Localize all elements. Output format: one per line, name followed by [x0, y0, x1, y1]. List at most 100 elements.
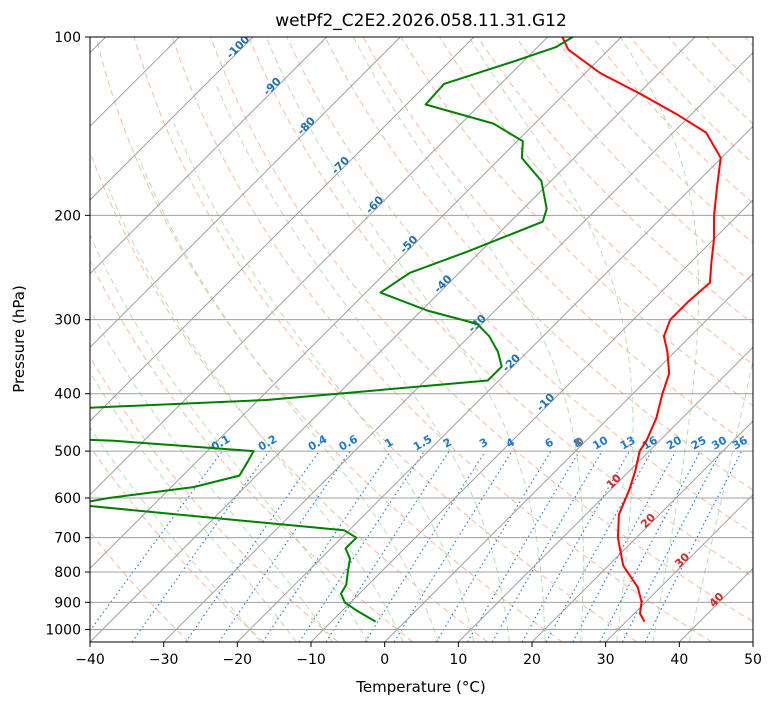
mixing-ratio-label: 13	[618, 434, 638, 453]
moist-adiabat-line	[107, 188, 404, 642]
chart-title: wetPf2_C2E2.2026.058.11.31.G12	[275, 11, 567, 31]
dry-adiabat-line	[515, 37, 753, 284]
dry-adiabats	[90, 37, 753, 642]
mixing-ratio-label: 3	[477, 436, 490, 451]
mixing-ratio-label: 20	[664, 433, 684, 452]
isotherm-line	[90, 37, 696, 642]
mixing-ratio-line	[545, 450, 653, 642]
mixing-ratio-line	[262, 450, 392, 642]
mixing-ratio-line	[185, 450, 320, 642]
mixing-ratio-line	[467, 450, 580, 642]
x-tick-label: −30	[149, 652, 179, 668]
mixing-ratio-line	[298, 450, 425, 642]
y-tick-label: 1000	[45, 622, 81, 638]
x-axis-ticks: −40 −30 −20 −10 0 10 20 30 40 50	[75, 642, 762, 668]
x-tick-label: −20	[223, 652, 253, 668]
mixing-ratio-line	[90, 450, 223, 632]
x-tick-label: 50	[744, 652, 762, 668]
dry-adiabat-line	[324, 37, 753, 491]
dry-adiabat-line	[706, 37, 753, 86]
mixing-ratio-label: 10	[591, 433, 611, 452]
mixing-ratio-line	[131, 450, 270, 642]
dry-adiabat-line	[210, 37, 753, 623]
y-axis-title: Pressure (hPa)	[10, 285, 28, 393]
isotherm-line	[90, 37, 622, 570]
dry-adiabat-line	[90, 259, 414, 642]
mixing-ratio-label: 16	[640, 433, 660, 452]
mixing-ratio-line	[393, 450, 513, 642]
dry-adiabat-label: -80	[295, 114, 318, 137]
dry-adiabat-line	[90, 356, 339, 642]
mixing-ratio-line	[435, 450, 552, 642]
isotherm-line	[457, 346, 753, 642]
x-tick-label: −40	[75, 652, 105, 668]
moist-adiabat-line	[265, 37, 546, 642]
dry-adiabat-line	[90, 531, 190, 642]
dry-adiabat-label: 40	[707, 590, 727, 610]
moist-adiabat-line	[468, 37, 634, 642]
temperature-profile-line	[561, 37, 722, 623]
isotherm-line	[90, 37, 254, 201]
dry-adiabat-line	[438, 37, 753, 366]
mixing-ratio-label: 1.5	[411, 433, 434, 454]
dry-adiabat-line	[286, 37, 753, 534]
sounding-series	[90, 37, 722, 623]
isotherm-line	[531, 420, 753, 642]
x-tick-label: 20	[523, 652, 541, 668]
mixing-ratio-line	[644, 450, 743, 642]
mixing-ratio-label: 36	[730, 433, 750, 452]
y-tick-label: 700	[54, 531, 81, 547]
dry-adiabat-line	[95, 37, 563, 642]
mixing-ratio-line	[572, 450, 677, 642]
moist-adiabat-line	[688, 358, 753, 642]
y-tick-label: 400	[54, 387, 81, 403]
dry-adiabat-line	[248, 37, 753, 578]
y-tick-label: 100	[54, 30, 81, 46]
isotherm-line	[384, 272, 753, 642]
dry-adiabat-label: -90	[261, 75, 284, 98]
x-tick-label: 0	[380, 652, 389, 668]
dry-adiabat-label: -50	[397, 233, 420, 256]
x-axis-title: Temperature (°C)	[355, 678, 485, 696]
isotherm-line	[752, 641, 753, 642]
isotherm-line	[90, 37, 475, 422]
moist-adiabat-line	[90, 308, 333, 642]
dry-adiabat-line	[171, 37, 712, 642]
x-tick-label: 10	[449, 652, 467, 668]
mixing-ratio-label: 0.1	[209, 433, 232, 454]
dry-adiabat-line	[744, 37, 753, 47]
y-tick-label: 900	[54, 595, 81, 611]
plot-area: 0.1 0.2 0.4 0.6 1 1.5 2 3 4 6 8 10 13 16 20 25 30 36-100-…	[90, 37, 753, 642]
mixing-ratio-label: 25	[689, 434, 709, 453]
moist-adiabat-line	[138, 157, 439, 642]
mixing-ratio-line	[218, 450, 351, 642]
isotherm-line	[605, 493, 753, 642]
plot-frame	[89, 36, 754, 643]
y-tick-label: 600	[54, 491, 81, 507]
isotherm-line	[236, 125, 753, 642]
y-tick-label: 300	[54, 313, 81, 329]
moist-adiabat-line	[90, 426, 261, 642]
moist-adiabat-line	[620, 37, 700, 642]
dry-adiabat-label: -20	[500, 351, 523, 374]
dry-adiabat-line	[90, 150, 488, 642]
mixing-ratio-line	[599, 450, 701, 642]
mixing-ratio-label: 30	[709, 433, 729, 452]
isotherm-line	[310, 199, 753, 642]
isotherms	[90, 37, 753, 642]
mixing-ratio-label: 0.2	[256, 433, 279, 454]
isotherm-line	[90, 37, 401, 349]
dewpoint-profile-line	[90, 37, 574, 623]
moist-adiabats	[90, 37, 753, 642]
y-tick-label: 800	[54, 565, 81, 581]
y-tick-label: 500	[54, 444, 81, 460]
moist-adiabat-line	[90, 233, 369, 642]
y-tick-label: 200	[54, 208, 81, 224]
moist-adiabat-line	[215, 83, 510, 642]
isotherm-line	[90, 37, 549, 496]
mixing-ratio-line	[364, 450, 486, 642]
isotherm-line	[163, 51, 753, 642]
dry-adiabat-label: -70	[329, 154, 352, 177]
moist-adiabat-line	[173, 123, 475, 642]
